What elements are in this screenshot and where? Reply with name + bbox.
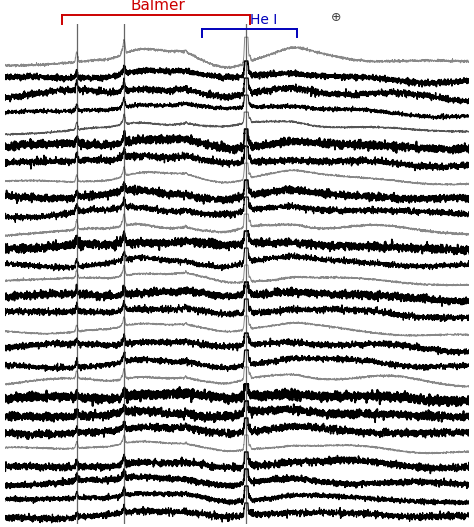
Text: He I: He I: [249, 13, 277, 27]
Text: ⊕: ⊕: [331, 11, 342, 24]
Text: Balmer: Balmer: [131, 0, 186, 13]
